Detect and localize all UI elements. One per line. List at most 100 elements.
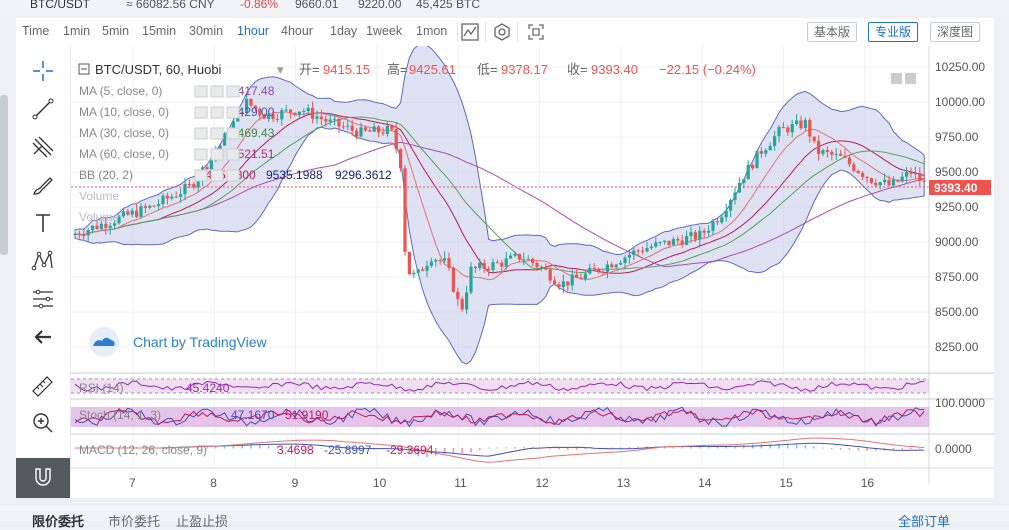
ticker-change: -0.86%: [240, 0, 279, 11]
pitchfork-icon[interactable]: [30, 134, 56, 160]
tf-5min[interactable]: 5min: [102, 24, 130, 38]
macd-hist-bar: [892, 448, 895, 451]
macd-hist-bar: [839, 448, 842, 450]
time-tick-label: 16: [861, 476, 875, 490]
candle-body: [522, 259, 526, 261]
candle-body: [746, 164, 750, 180]
candle-body: [223, 133, 227, 146]
macd-hist-bar: [919, 448, 921, 449]
candle-body: [658, 242, 662, 244]
settings-icon[interactable]: [492, 22, 512, 42]
candle-body: [179, 194, 183, 197]
candle-body: [399, 149, 403, 169]
candle-body: [302, 111, 306, 113]
macd-hist-bar: [232, 444, 235, 449]
indicators-icon[interactable]: [460, 22, 480, 42]
candle-body: [843, 155, 847, 158]
candle-body: [205, 167, 209, 170]
macd-hist-bar: [787, 444, 789, 449]
ruler-icon[interactable]: [30, 372, 56, 398]
candle-body: [280, 110, 284, 120]
candle-body: [297, 111, 301, 115]
tf-15min[interactable]: 15min: [142, 24, 177, 38]
candle-body: [707, 230, 711, 233]
macd-hist-bar: [672, 446, 675, 449]
candle-body: [698, 230, 702, 240]
candle-body: [896, 179, 900, 182]
visibility-icon: [194, 106, 208, 119]
view-depth-button[interactable]: 深度图: [930, 22, 981, 42]
ticker-bar: BTC/USDT ≈ 66082.56 CNY -0.86% 9660.01 9…: [0, 0, 1009, 16]
candle-body: [104, 223, 108, 228]
candle-body: [834, 153, 838, 155]
tf-30min[interactable]: 30min: [189, 24, 224, 38]
legend-high: 9425.61: [409, 62, 456, 77]
chart-legend: BTC/USDT, 60, Huobi ▾ 开= 9415.15 高= 9425…: [78, 62, 756, 77]
settings-icon: [210, 148, 224, 161]
candle-body: [795, 120, 799, 125]
candle-body: [803, 119, 807, 129]
rsi-label: RSI (14): [79, 381, 124, 395]
candle-body: [192, 184, 196, 188]
pattern-icon[interactable]: [30, 248, 56, 274]
indicator-ma30-value: 9469.43: [231, 126, 275, 140]
tf-1hour[interactable]: 1hour: [237, 24, 269, 38]
macd-hist-bar: [822, 447, 824, 449]
view-basic-button[interactable]: 基本版: [807, 22, 858, 42]
tf-1week[interactable]: 1week: [366, 24, 403, 38]
tf-time[interactable]: Time: [22, 24, 50, 38]
toolbar-divider: [457, 22, 458, 42]
candle-body: [601, 271, 605, 273]
price-tick-label: 10000.00: [935, 95, 985, 109]
candle-body: [99, 223, 103, 229]
candle-body: [852, 164, 856, 171]
tf-1mon[interactable]: 1mon: [416, 24, 448, 38]
legend-low: 9378.17: [501, 62, 548, 77]
view-pro-button[interactable]: 专业版: [868, 22, 919, 42]
back-arrow-icon[interactable]: [30, 324, 56, 350]
stoch-label: Stoch (14, 1, 3): [79, 408, 161, 422]
crosshair-icon[interactable]: [30, 58, 56, 84]
macd-hist-bar: [725, 446, 727, 449]
candle-body: [883, 180, 887, 183]
ticker-high: 9660.01: [295, 0, 339, 11]
candle-body: [680, 240, 684, 245]
candle-body: [275, 119, 279, 121]
candle-body: [381, 132, 385, 134]
macd-hist-bar: [479, 448, 481, 451]
chart-area[interactable]: 10250.00 10000.00 9750.00 9500.00 9250.00 900…: [71, 43, 994, 498]
tf-1day[interactable]: 1day: [330, 24, 358, 38]
rsi-line: [74, 380, 925, 392]
macd-hist-bar: [496, 447, 499, 449]
candle-body: [311, 107, 315, 119]
macd-hist-bar: [311, 447, 314, 449]
time-tick-label: 10: [373, 476, 387, 490]
tf-1min[interactable]: 1min: [63, 24, 91, 38]
magnet-tool-panel: [16, 458, 70, 498]
macd-hist-bar: [716, 446, 719, 449]
page-scrollbar[interactable]: [0, 95, 8, 255]
macd-hist-bar: [505, 447, 507, 449]
fib-icon[interactable]: [30, 286, 56, 312]
candle-body: [737, 183, 741, 193]
zoom-in-icon[interactable]: [30, 410, 56, 436]
magnet-icon[interactable]: [30, 464, 56, 490]
fullscreen-icon[interactable]: [526, 22, 546, 42]
candle-body: [645, 248, 649, 252]
macd-hist-bar: [813, 446, 815, 449]
trend-line-icon[interactable]: [30, 96, 56, 122]
legend-high-label: 高=: [387, 62, 408, 77]
tf-4hour[interactable]: 4hour: [281, 24, 313, 38]
macd-hist-bar: [866, 448, 868, 451]
macd-hist-bar: [452, 448, 455, 454]
price-chart[interactable]: 10250.00 10000.00 9750.00 9500.00 9250.00 900…: [71, 43, 994, 498]
candle-body: [869, 178, 873, 183]
macd-value-1: 3.4698: [277, 443, 314, 457]
text-icon[interactable]: [30, 210, 56, 236]
time-tick-label: 7: [129, 476, 136, 490]
brush-icon[interactable]: [30, 172, 56, 198]
rsi-band: [71, 379, 929, 393]
ma60-line: [74, 141, 925, 268]
candle-body: [117, 216, 121, 224]
candle-body: [271, 114, 275, 120]
